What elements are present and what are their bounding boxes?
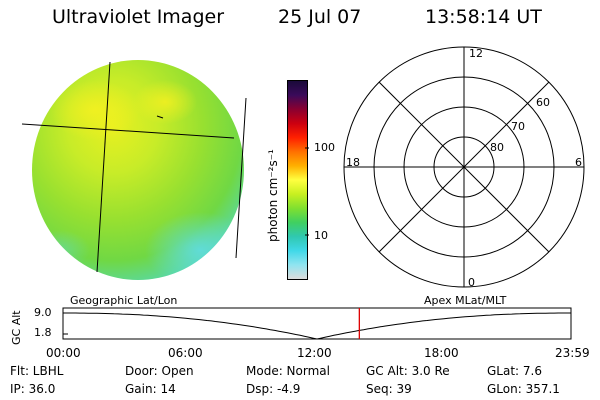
time-label: 13:58:14 UT [425, 6, 542, 28]
lat-label-80: 80 [490, 141, 504, 154]
info-door: Door: Open [125, 364, 194, 378]
info-gc-alt: GC Alt: 3.0 Re [366, 364, 450, 378]
info-ip: IP: 36.0 [10, 382, 56, 396]
lat-line [21, 123, 235, 139]
info-mode: Mode: Normal [246, 364, 330, 378]
mlt-label-6: 6 [575, 156, 582, 169]
info-glat: GLat: 7.6 [487, 364, 542, 378]
colorbar [287, 80, 308, 280]
timeline-frame [62, 307, 572, 340]
info-dsp: Dsp: -4.9 [246, 382, 301, 396]
info-gain: Gain: 14 [125, 382, 176, 396]
lon-line-edge [235, 97, 247, 259]
mlt-label-18: 18 [346, 156, 360, 169]
info-glon: GLon: 357.1 [487, 382, 560, 396]
timeline-xtick-0000: 00:00 [46, 346, 81, 360]
timeline-xtick-0600: 06:00 [168, 346, 203, 360]
mlt-label-0: 0 [468, 276, 475, 289]
timeline-ytick-9: 9.0 [34, 306, 52, 319]
colorbar-tick-10: 10 [314, 229, 328, 242]
lat-label-70: 70 [511, 120, 525, 133]
timeline-left-label: Geographic Lat/Lon [70, 294, 178, 307]
info-seq: Seq: 39 [366, 382, 412, 396]
lon-line [96, 61, 111, 273]
timeline-xtick-1200: 12:00 [297, 346, 332, 360]
orbit-altitude-curve [63, 312, 571, 340]
date-label: 25 Jul 07 [278, 6, 362, 28]
timeline-xtick-2359: 23:59 [555, 346, 590, 360]
lat-label-60: 60 [536, 96, 550, 109]
info-filter: Flt: LBHL [10, 364, 64, 378]
colorbar-tick-100: 100 [314, 141, 335, 154]
mlt-label-12: 12 [469, 47, 483, 60]
timeline-xtick-1800: 18:00 [424, 346, 459, 360]
timeline-ytick-1-8: 1.8 [34, 326, 52, 339]
instrument-title: Ultraviolet Imager [52, 6, 225, 28]
timeline-right-label: Apex MLat/MLT [424, 294, 507, 307]
